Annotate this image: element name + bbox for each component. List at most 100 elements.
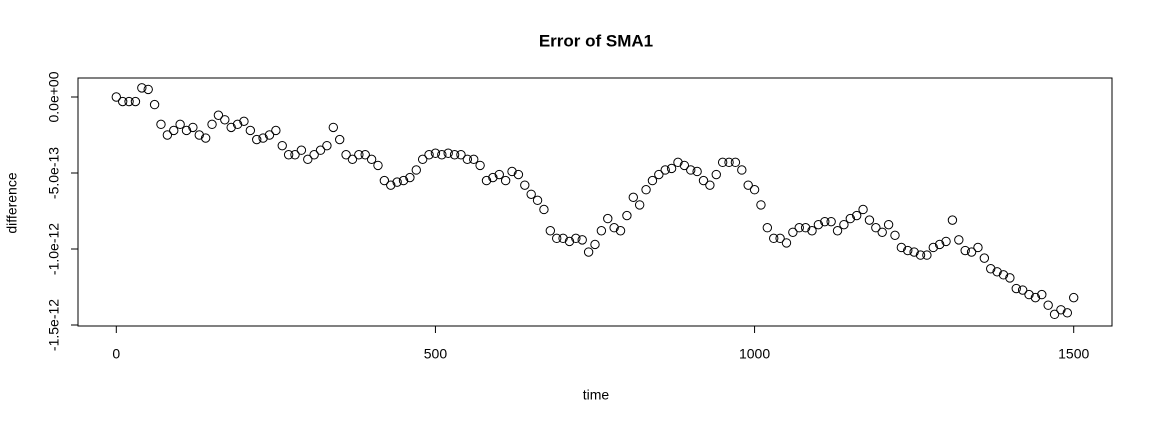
point xyxy=(398,175,409,186)
point xyxy=(564,236,575,247)
point xyxy=(864,215,875,225)
point xyxy=(264,130,275,140)
point xyxy=(552,233,562,244)
point xyxy=(871,223,881,233)
point xyxy=(679,160,690,171)
point xyxy=(890,230,900,241)
point xyxy=(283,150,294,160)
point xyxy=(1017,285,1028,295)
point xyxy=(660,165,670,175)
point xyxy=(794,223,804,233)
point xyxy=(411,165,421,175)
point xyxy=(973,242,983,253)
point xyxy=(692,166,702,177)
point xyxy=(111,92,121,102)
point xyxy=(469,154,479,165)
point xyxy=(1011,283,1021,294)
point xyxy=(143,84,153,95)
point xyxy=(1005,273,1015,283)
point xyxy=(749,185,760,195)
point xyxy=(392,177,402,187)
point xyxy=(998,270,1009,280)
point xyxy=(781,238,792,248)
point xyxy=(296,145,307,155)
point xyxy=(162,130,173,140)
point xyxy=(130,96,141,107)
point xyxy=(724,157,734,168)
point xyxy=(590,239,600,250)
point xyxy=(603,213,613,224)
point xyxy=(609,223,619,233)
point xyxy=(1056,305,1066,315)
point xyxy=(673,157,683,168)
point xyxy=(788,227,798,237)
point xyxy=(373,160,383,171)
point xyxy=(379,175,390,186)
point xyxy=(634,200,645,210)
point xyxy=(947,215,958,225)
y-tick-label: -5.0e-13 xyxy=(46,147,62,199)
point xyxy=(966,247,977,257)
point xyxy=(903,245,913,256)
point xyxy=(315,145,326,155)
point xyxy=(769,233,779,244)
point xyxy=(711,169,721,180)
point xyxy=(290,150,300,160)
point xyxy=(169,125,179,136)
point xyxy=(800,223,811,233)
point xyxy=(354,150,364,160)
point xyxy=(341,150,351,160)
point xyxy=(213,110,224,120)
point xyxy=(992,267,1002,277)
point xyxy=(456,150,466,160)
point xyxy=(1037,289,1047,300)
point xyxy=(858,204,868,215)
point xyxy=(430,148,441,158)
x-tick-label: 500 xyxy=(424,346,448,362)
point xyxy=(322,140,332,151)
point xyxy=(596,226,607,236)
x-tick-label: 1000 xyxy=(739,346,770,362)
point xyxy=(647,175,658,186)
point xyxy=(334,134,345,145)
point xyxy=(1069,292,1079,303)
point xyxy=(500,175,511,186)
point xyxy=(462,154,473,165)
point xyxy=(1062,308,1073,318)
point xyxy=(577,235,587,245)
x-tick-label: 0 xyxy=(112,346,120,362)
point xyxy=(443,148,453,158)
point xyxy=(615,226,626,236)
point xyxy=(813,219,824,230)
point xyxy=(475,160,485,171)
point xyxy=(449,150,460,160)
point xyxy=(1024,289,1034,300)
point xyxy=(1030,292,1041,303)
point xyxy=(877,227,887,237)
point xyxy=(494,169,504,180)
point xyxy=(424,150,434,160)
point xyxy=(545,226,556,236)
point xyxy=(175,119,185,130)
point xyxy=(526,189,536,199)
point xyxy=(437,150,447,160)
y-axis-label: difference xyxy=(4,172,20,233)
y-tick-label: 0.0e+00 xyxy=(46,71,62,122)
point xyxy=(762,223,773,233)
point xyxy=(730,157,741,168)
point xyxy=(941,236,951,247)
point xyxy=(156,119,166,130)
point xyxy=(928,242,938,253)
point xyxy=(232,119,243,130)
point xyxy=(839,219,849,230)
point xyxy=(743,180,753,190)
point xyxy=(698,175,709,186)
point xyxy=(245,125,256,136)
point xyxy=(807,226,817,236)
point xyxy=(309,150,319,160)
point xyxy=(922,250,932,260)
point xyxy=(845,213,856,224)
point xyxy=(360,150,370,160)
x-axis-label: time xyxy=(583,387,610,403)
